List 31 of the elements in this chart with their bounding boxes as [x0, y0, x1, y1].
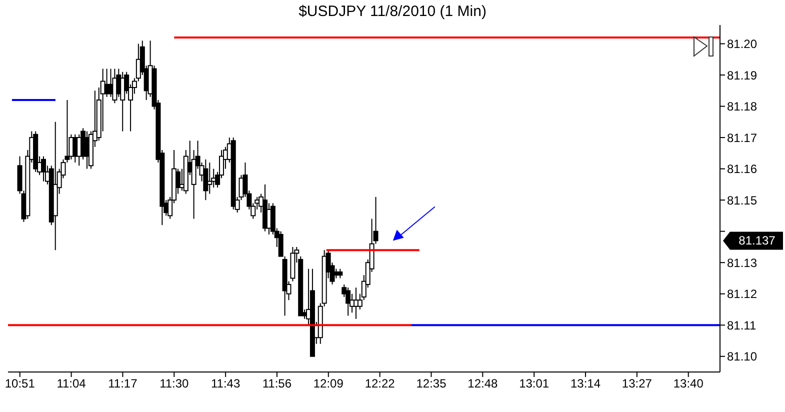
y-tick-label: 81.16 — [727, 162, 758, 176]
x-tick-label: 12:09 — [313, 376, 344, 391]
x-tick-label: 11:17 — [108, 376, 138, 391]
x-tick-label: 11:56 — [262, 376, 292, 391]
y-tick-label: 81.18 — [727, 100, 758, 114]
chart-title: $USDJPY 11/8/2010 (1 Min) — [298, 3, 488, 20]
x-tick-label: 13:14 — [570, 376, 601, 391]
x-tick-label: 11:04 — [56, 376, 86, 391]
x-tick-label: 12:48 — [468, 376, 498, 391]
y-tick-label: 81.11 — [727, 318, 756, 332]
x-tick-label: 13:27 — [622, 376, 652, 391]
candlestick — [41, 156, 46, 182]
x-tick-label: 13:01 — [519, 376, 550, 391]
y-tick-label: 81.20 — [727, 37, 758, 52]
candlestick — [207, 162, 212, 194]
text: 81.137 — [738, 234, 776, 248]
x-tick-label: 12:35 — [416, 376, 447, 391]
candlestick — [338, 268, 343, 279]
x-tick-label: 12:22 — [364, 376, 396, 391]
x-tick-label: 11:43 — [210, 376, 240, 391]
y-tick-label: 81.15 — [727, 193, 758, 208]
x-tick-label: 10:51 — [4, 376, 36, 391]
x-tick-label: 13:40 — [673, 376, 704, 391]
y-tick-label: 81.12 — [727, 287, 758, 302]
y-tick-label: 81.13 — [727, 256, 758, 270]
y-tick-label: 81.10 — [727, 350, 758, 364]
candlestick — [203, 158, 208, 201]
y-tick-label: 81.19 — [727, 68, 758, 82]
x-tick-label: 11:30 — [160, 376, 190, 391]
y-tick-label: 81.17 — [727, 130, 758, 145]
candlestick — [346, 287, 351, 316]
